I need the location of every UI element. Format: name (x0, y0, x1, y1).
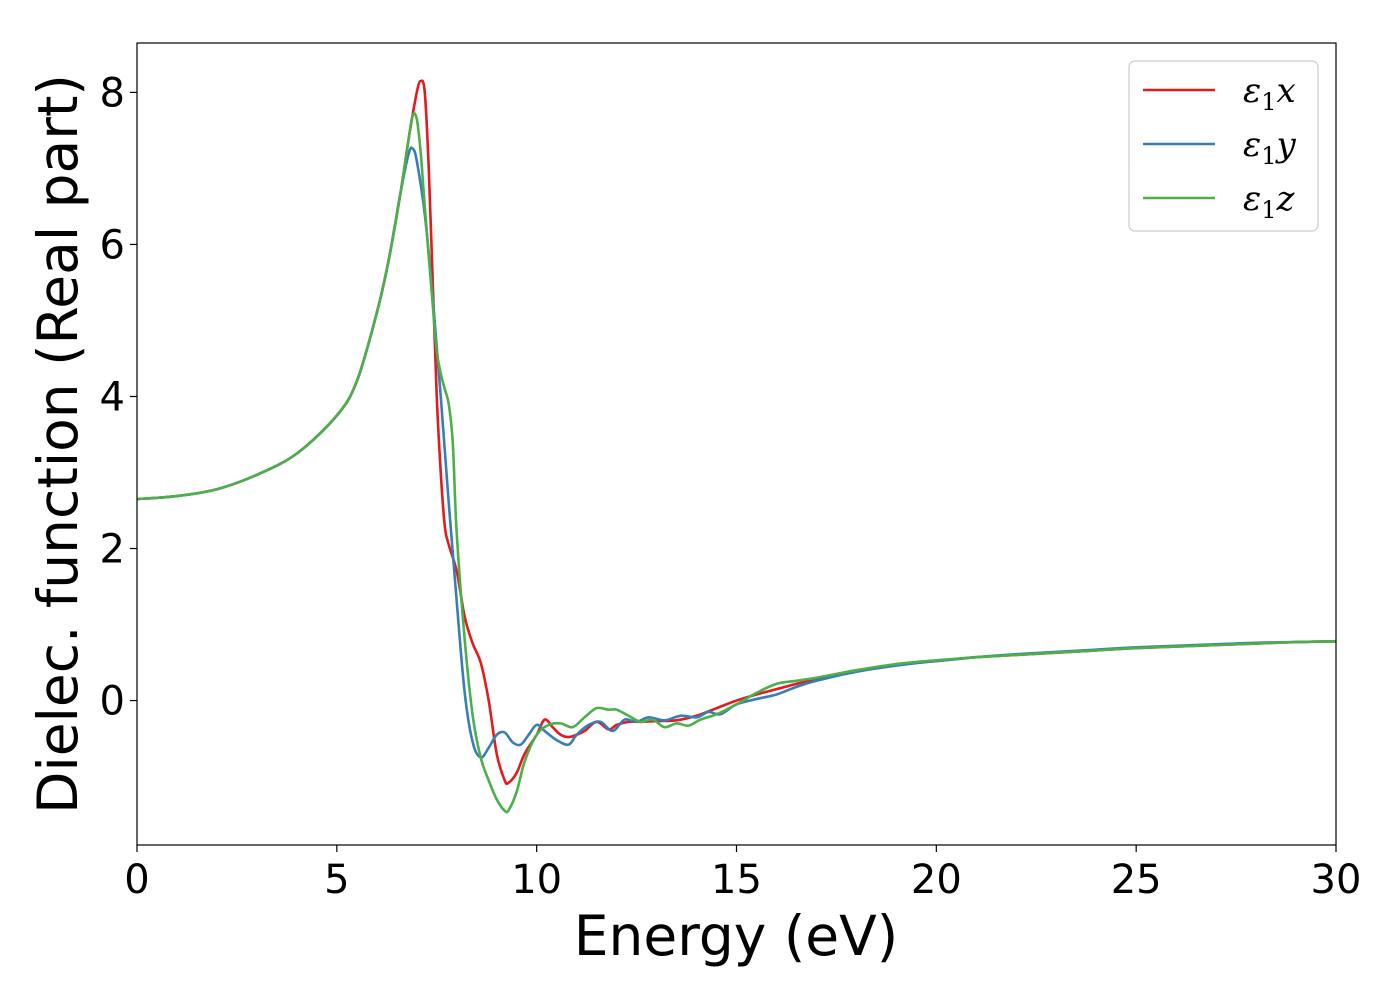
legend-label-x: ε1x (1243, 71, 1296, 116)
y-tick-label: 6 (100, 222, 125, 268)
series-line-z (137, 112, 1336, 814)
x-tick-label: 30 (1311, 857, 1362, 903)
y-axis: 0 2 4 6 8 (100, 70, 137, 725)
x-tick-label: 20 (911, 857, 962, 903)
y-tick-label: 0 (100, 679, 125, 725)
x-axis: 0 5 10 15 20 25 30 (124, 845, 1361, 903)
y-axis-title: Dielec. function (Real part) (26, 74, 90, 814)
x-tick-label: 25 (1111, 857, 1162, 903)
y-tick-label: 4 (100, 374, 125, 420)
series-layer (137, 79, 1336, 814)
legend-label-z: ε1z (1243, 179, 1296, 224)
x-tick-label: 10 (511, 857, 562, 903)
x-tick-label: 15 (711, 857, 762, 903)
legend: ε1x ε1y ε1z (1128, 60, 1319, 232)
x-axis-title: Energy (eV) (574, 904, 898, 968)
legend-box (1128, 60, 1319, 232)
x-tick-label: 0 (124, 857, 149, 903)
y-tick-label: 8 (100, 70, 125, 116)
legend-label-y: ε1y (1243, 125, 1297, 170)
y-tick-label: 2 (100, 527, 125, 573)
x-tick-label: 5 (324, 857, 349, 903)
